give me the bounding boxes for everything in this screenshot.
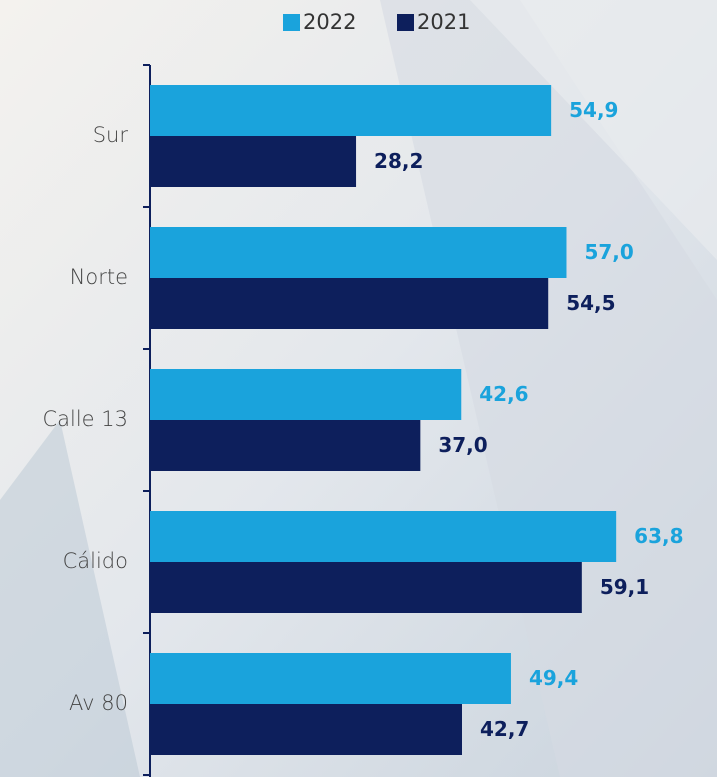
bar [150,653,511,704]
category-label: Cálido [63,549,128,573]
category-label: Calle 13 [42,407,128,431]
value-label: 63,8 [634,524,683,548]
bar [150,562,582,613]
bar [150,278,548,329]
bar [150,369,461,420]
legend-swatch [397,14,414,31]
bar [150,227,566,278]
legend-label: 2022 [303,10,356,34]
value-label: 42,6 [479,382,528,406]
value-label: 54,5 [566,291,615,315]
value-label: 49,4 [529,666,578,690]
bar [150,85,551,136]
value-label: 28,2 [374,149,423,173]
bar [150,511,616,562]
value-label: 57,0 [584,240,633,264]
value-label: 54,9 [569,98,618,122]
legend-swatch [283,14,300,31]
bar [150,420,420,471]
category-label: Norte [70,265,128,289]
category-label: Sur [93,123,129,147]
bar [150,136,356,187]
chart: 2022 2021 Sur 54,9 28,2 Norte 57,0 54,5 Calle 13… [0,0,717,777]
value-label: 42,7 [480,717,529,741]
page: 2022 2021 Sur 54,9 28,2 Norte 57,0 54,5 Calle 13… [0,0,717,777]
category-label: Av 80 [69,691,128,715]
legend-label: 2021 [417,10,470,34]
bar [150,704,462,755]
value-label: 37,0 [438,433,487,457]
value-label: 59,1 [600,575,649,599]
